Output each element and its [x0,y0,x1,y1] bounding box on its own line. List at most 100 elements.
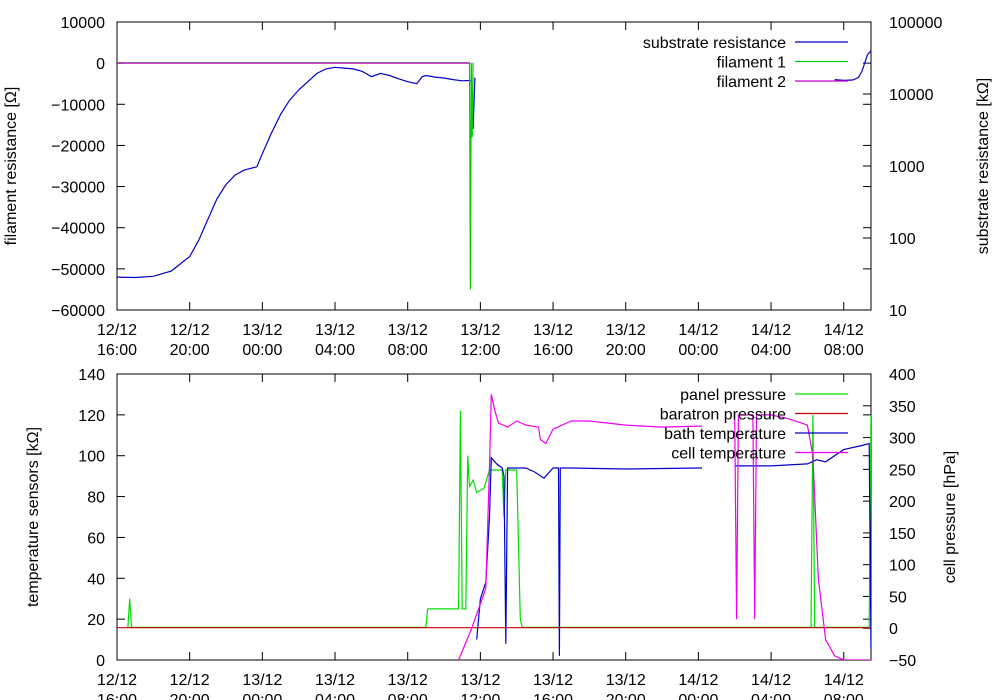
y2-tick-label: 100000 [889,15,942,32]
x-tick-label-date: 12/12 [97,672,137,689]
x-tick-label-time: 00:00 [242,692,282,700]
series-line-substrate-resistance [834,50,871,82]
x-tick-label-time: 08:00 [388,692,428,700]
x-tick-label-time: 00:00 [678,692,718,700]
series-line-filament-1 [117,62,474,290]
y2-tick-label: 200 [889,494,916,511]
y-tick-label: 40 [87,571,105,588]
y2-tick-label: 0 [889,621,898,638]
x-tick-label-date: 14/12 [824,672,864,689]
x-tick-label-time: 04:00 [315,342,355,359]
y-axis-label: temperature sensors [kΩ] [25,427,42,607]
y2-tick-label: 100 [889,231,916,248]
legend-label: cell temperature [671,446,786,463]
y-tick-label: 20 [87,612,105,629]
y-tick-label: 10000 [61,15,106,32]
x-tick-label-date: 13/12 [315,672,355,689]
x-tick-label-date: 13/12 [388,672,428,689]
bottom-chart-panel: 1401201008060402004003503002502001501005… [25,367,959,700]
x-tick-label-time: 08:00 [824,342,864,359]
y2-tick-label: 400 [889,367,916,384]
y-tick-label: 140 [78,367,105,384]
x-tick-label-date: 14/12 [751,322,791,339]
series-line-cell-temperature [458,394,702,660]
x-tick-label-date: 13/12 [460,322,500,339]
y-tick-label: −40000 [51,221,105,238]
x-tick-label-time: 20:00 [606,342,646,359]
x-tick-label-date: 12/12 [97,322,137,339]
x-tick-label-date: 14/12 [678,322,718,339]
x-tick-label-date: 13/12 [242,672,282,689]
x-tick-label-time: 04:00 [751,342,791,359]
legend-label: bath temperature [664,426,786,443]
series-line-bath-temperature [734,442,871,650]
plot-frame [116,373,872,661]
x-tick-label-time: 12:00 [460,692,500,700]
y2-tick-label: 150 [889,526,916,543]
series-line-bath-temperature [476,456,702,656]
x-tick-label-date: 13/12 [606,672,646,689]
legend-label: filament 2 [717,74,786,91]
x-tick-label-time: 00:00 [242,342,282,359]
x-tick-label-time: 20:00 [170,692,210,700]
x-tick-label-time: 04:00 [315,692,355,700]
series-group [117,50,871,290]
y-axis-label: filament resistance [Ω] [3,87,20,246]
y2-tick-label: 1000 [889,159,925,176]
series-line-cell-temperature [734,414,871,660]
x-tick-label-time: 12:00 [460,342,500,359]
legend-label: filament 1 [717,55,786,72]
y2-axis-label: cell pressure [hPa] [942,451,959,584]
x-tick-label-date: 13/12 [242,322,282,339]
y-tick-label: −10000 [51,97,105,114]
x-tick-label-date: 14/12 [751,672,791,689]
x-tick-label-time: 08:00 [824,692,864,700]
x-tick-label-time: 16:00 [97,342,137,359]
series-line-panel-pressure [127,410,871,628]
legend-label: baratron pressure [660,407,786,424]
x-tick-label-time: 20:00 [606,692,646,700]
x-tick-label-time: 04:00 [751,692,791,700]
x-tick-label-date: 12/12 [170,672,210,689]
y2-tick-label: 100 [889,558,916,575]
x-tick-label-date: 13/12 [533,672,573,689]
legend-label: panel pressure [680,387,786,404]
y-tick-label: −50000 [51,262,105,279]
y-tick-label: 0 [96,653,105,670]
x-tick-label-date: 13/12 [460,672,500,689]
x-tick-label-date: 14/12 [678,672,718,689]
y2-tick-label: −50 [889,653,916,670]
x-tick-label-time: 16:00 [97,692,137,700]
y-tick-label: 0 [96,56,105,73]
x-tick-label-date: 13/12 [606,322,646,339]
y-tick-label: 60 [87,530,105,547]
y2-tick-label: 350 [889,399,916,416]
y2-axis-label: substrate resistance [kΩ] [975,78,992,254]
x-tick-label-time: 20:00 [170,342,210,359]
x-tick-label-date: 14/12 [824,322,864,339]
y-tick-label: −60000 [51,303,105,320]
top-chart-panel: 100000−10000−20000−30000−40000−50000−600… [3,15,992,359]
y2-tick-label: 10 [889,303,907,320]
x-tick-label-time: 16:00 [533,692,573,700]
y-tick-label: 120 [78,408,105,425]
y-tick-label: −30000 [51,180,105,197]
y2-tick-label: 10000 [889,87,934,104]
legend-label: substrate resistance [643,35,786,52]
y-tick-label: 80 [87,490,105,507]
y-tick-label: 100 [78,449,105,466]
x-tick-label-date: 13/12 [533,322,573,339]
y2-tick-label: 250 [889,462,916,479]
y2-tick-label: 300 [889,431,916,448]
x-tick-label-time: 08:00 [388,342,428,359]
x-tick-label-date: 12/12 [170,322,210,339]
x-tick-label-date: 13/12 [315,322,355,339]
y-tick-label: −20000 [51,138,105,155]
x-tick-label-time: 16:00 [533,342,573,359]
series-group [117,394,871,660]
x-tick-label-time: 00:00 [678,342,718,359]
x-tick-label-date: 13/12 [388,322,428,339]
y2-tick-label: 50 [889,589,907,606]
series-line-substrate-resistance [117,66,476,279]
